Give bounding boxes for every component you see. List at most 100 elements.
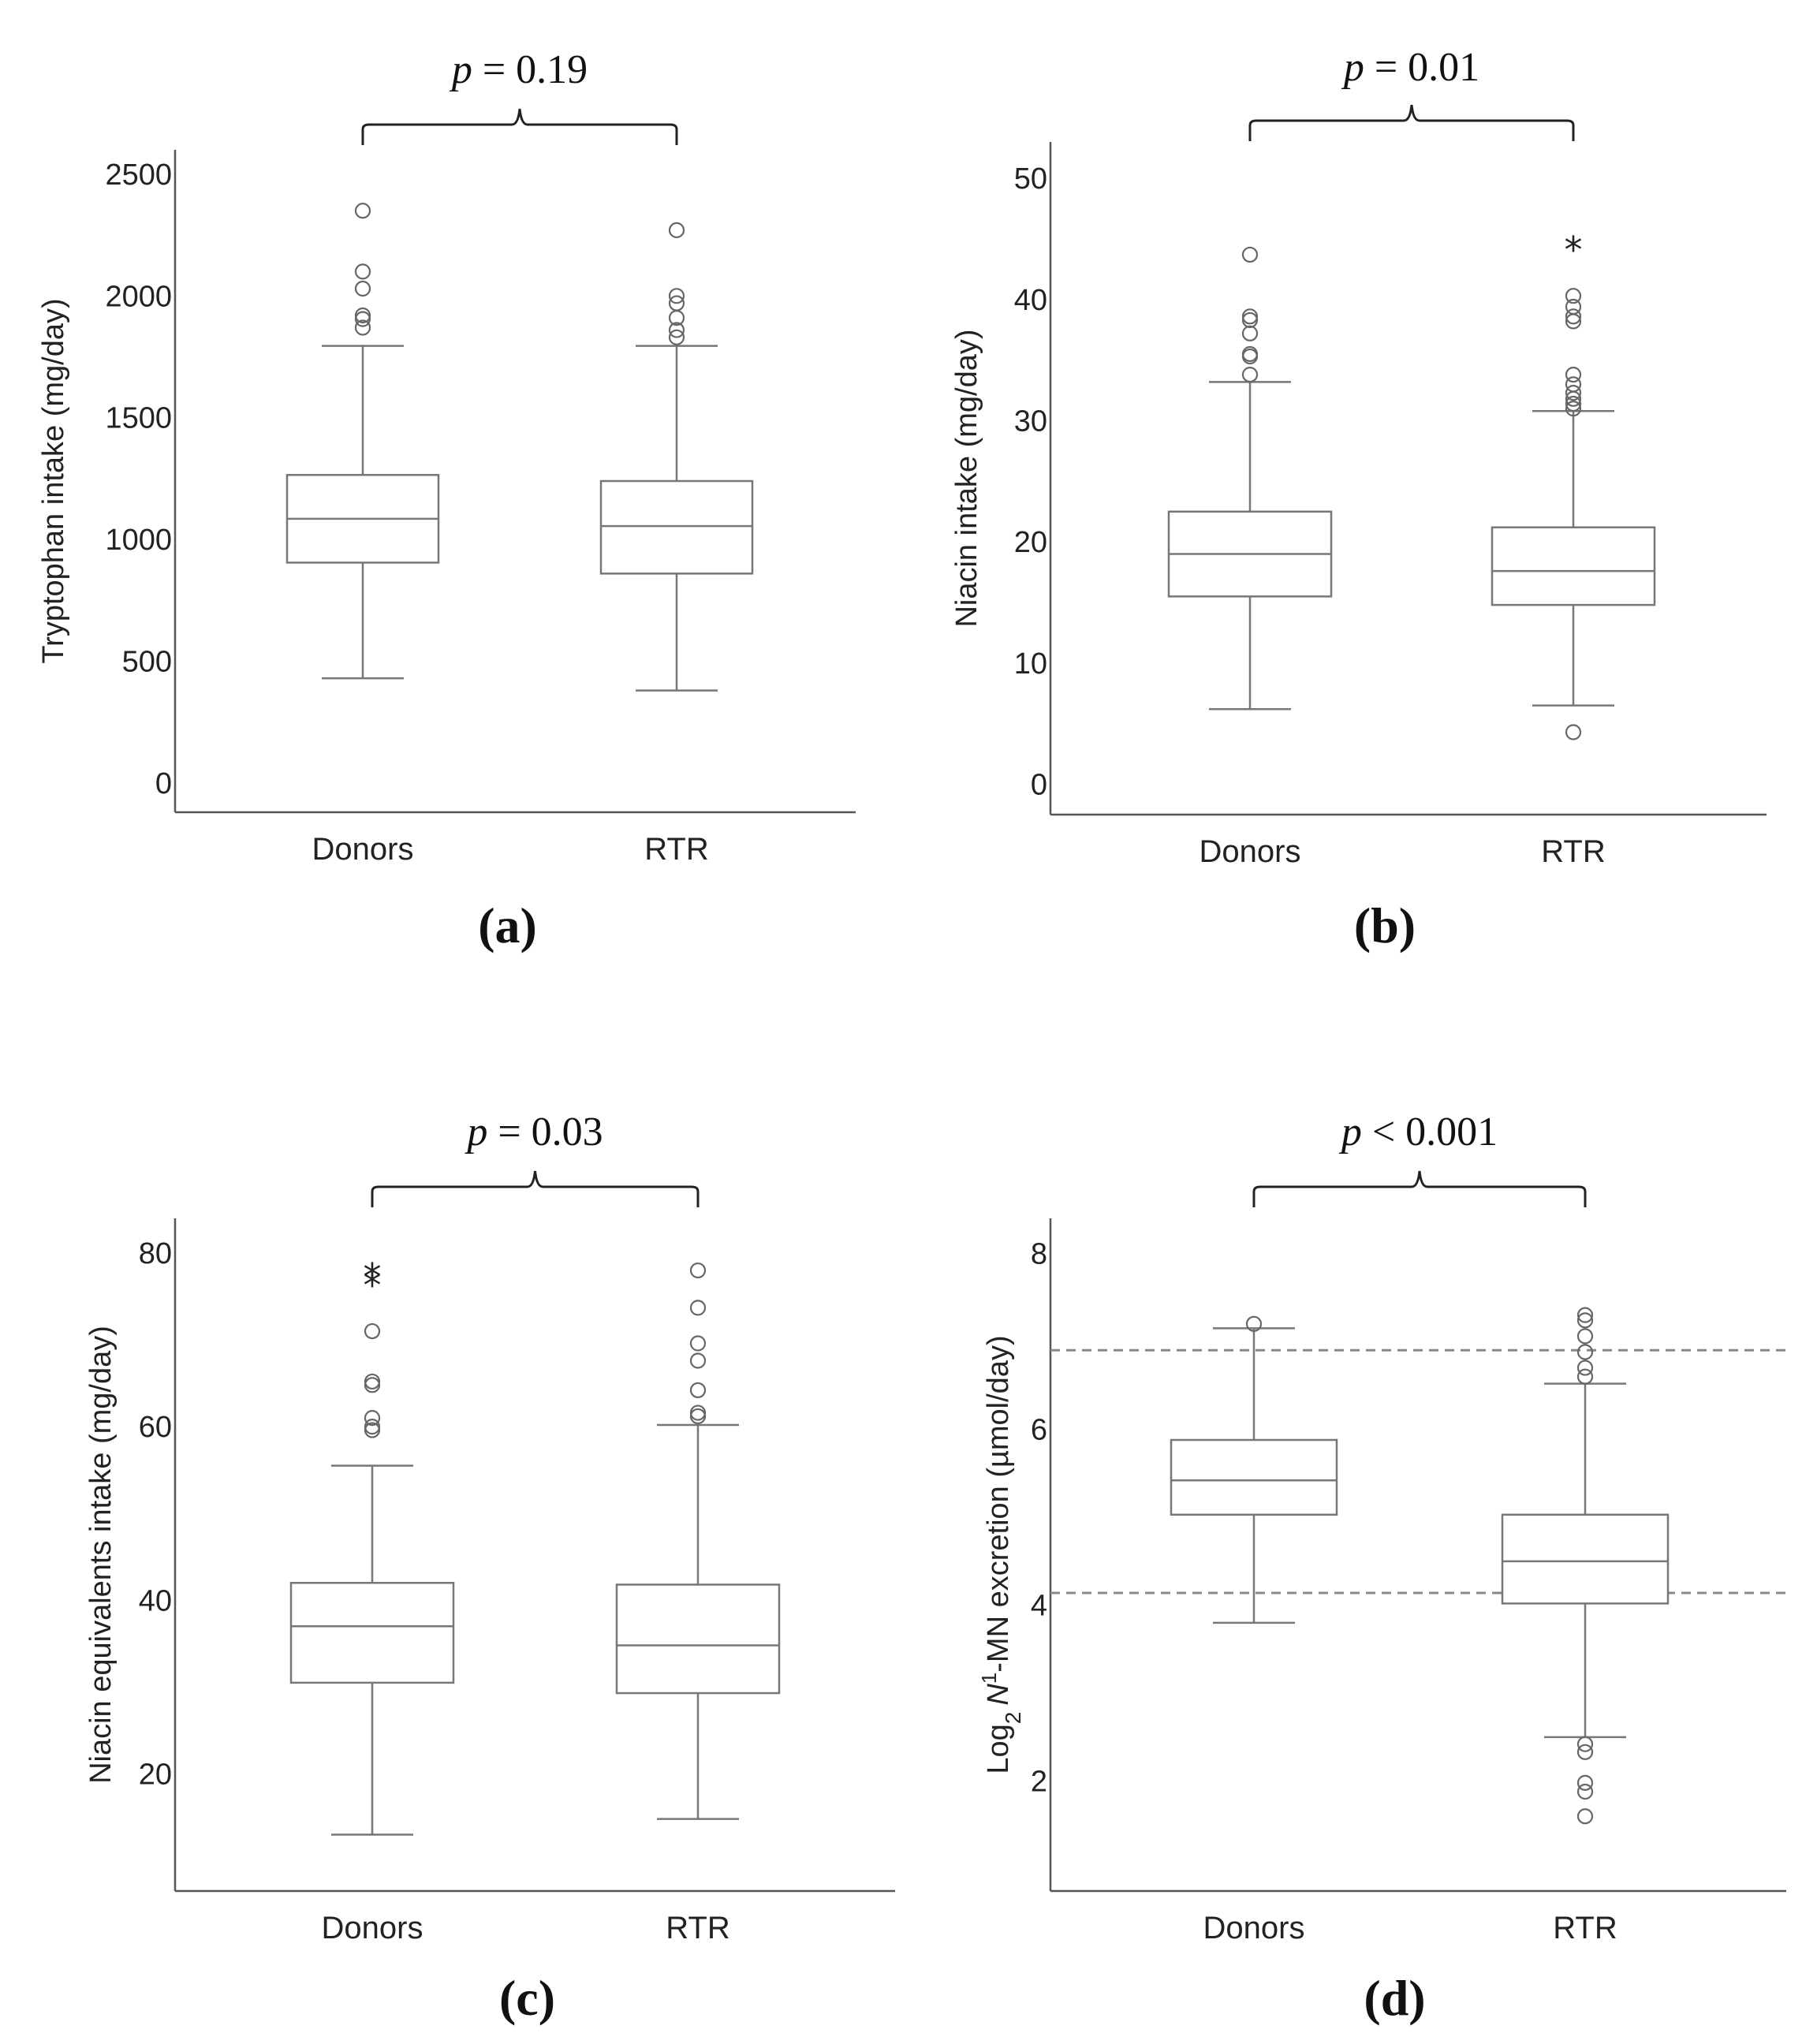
- outlier-point: [1576, 1312, 1594, 1329]
- comparison-brace: [371, 1170, 700, 1207]
- category-label: RTR: [666, 1911, 729, 1945]
- iqr-box: [1501, 1513, 1670, 1605]
- y-tick-label: 40: [139, 1584, 172, 1617]
- y-axis-label: Tryptophan intake (mg/day): [37, 298, 70, 663]
- p-value-label: p < 0.001: [1338, 1110, 1498, 1154]
- iqr-box: [1170, 1438, 1338, 1516]
- outlier-point: [1576, 1368, 1594, 1385]
- y-tick-label: 1000: [105, 524, 172, 557]
- panel-label: (a): [478, 897, 537, 953]
- y-tick-label: 8: [1031, 1238, 1047, 1271]
- outlier-point: [1241, 366, 1259, 383]
- box-group-rtr: [599, 222, 754, 692]
- box-group-rtr: [1501, 1307, 1670, 1825]
- outlier-point: [1241, 246, 1259, 263]
- y-tick-label: 50: [1014, 162, 1047, 196]
- outlier-point: [1565, 395, 1582, 412]
- y-tick-label: 1500: [105, 402, 172, 435]
- outlier-point: [1576, 1328, 1594, 1345]
- outlier-point: [1565, 376, 1582, 393]
- category-label: Donors: [1200, 834, 1301, 869]
- outlier-point: [354, 263, 371, 280]
- extreme-point: *: [364, 1264, 382, 1307]
- outlier-point: [354, 307, 371, 324]
- outlier-point: [689, 1352, 707, 1369]
- iqr-box: [615, 1583, 781, 1695]
- outlier-point: [1565, 366, 1582, 383]
- p-value-label: p = 0.03: [464, 1110, 603, 1154]
- y-tick-label: 20: [1014, 526, 1047, 559]
- panel-a: 0 500 1000 1500 2000 2500 Tryptophan intake (m…: [37, 47, 856, 953]
- y-tick-label: 0: [1031, 769, 1047, 802]
- outlier-point: [1565, 288, 1582, 304]
- y-tick-label: 2500: [105, 159, 172, 192]
- y-tick-label: 40: [1014, 284, 1047, 317]
- box-group-rtr: [615, 1262, 781, 1820]
- extreme-point: *: [1565, 229, 1583, 271]
- outlier-point: [668, 322, 685, 338]
- outlier-point: [1245, 1315, 1263, 1332]
- y-axis-label: Niacin intake (mg/day): [950, 329, 983, 627]
- outlier-point: [1576, 1808, 1594, 1825]
- outlier-point: [354, 319, 371, 336]
- comparison-brace: [361, 108, 678, 145]
- outlier-point: [364, 1322, 381, 1340]
- outlier-point: [364, 1373, 381, 1390]
- outlier-point: [689, 1335, 707, 1352]
- outlier-point: [364, 1377, 381, 1393]
- y-tick-label: 20: [139, 1758, 172, 1791]
- box-group-rtr: *: [1491, 229, 1656, 740]
- outlier-point: [354, 203, 371, 219]
- y-axis-label: Niacin equivalents intake (mg/day): [84, 1326, 118, 1784]
- extreme-point: *: [364, 1255, 382, 1298]
- category-label: Donors: [312, 832, 414, 867]
- y-tick-label: 10: [1014, 647, 1047, 681]
- panel-c: 20 40 60 80 Niacin equivalents intake (mg/da…: [84, 1110, 895, 2026]
- outlier-point: [1565, 724, 1582, 740]
- outlier-point: [668, 295, 685, 311]
- comparison-brace: [1252, 1170, 1587, 1207]
- y-tick-label: 6: [1031, 1414, 1047, 1447]
- outlier-point: [1576, 1783, 1594, 1800]
- box-group-donors: [285, 203, 440, 680]
- y-tick-label: 30: [1014, 405, 1047, 438]
- outlier-point: [1565, 298, 1582, 315]
- outlier-point: [1576, 1344, 1594, 1360]
- iqr-box: [289, 1582, 455, 1684]
- y-tick-label: 2: [1031, 1766, 1047, 1799]
- outlier-point: [354, 311, 371, 327]
- box-group-donors: [1170, 1315, 1338, 1624]
- outlier-point: [1565, 401, 1582, 417]
- y-axis-label: Log2N1-MN excretion (µmol/day): [977, 1335, 1025, 1774]
- panel-d: 2 4 6 8 Log2N1-MN excretion (µmol/day) Donors…: [977, 1110, 1786, 2026]
- y-tick-label: 80: [139, 1237, 172, 1270]
- iqr-box: [599, 479, 754, 575]
- category-label: RTR: [1541, 834, 1605, 869]
- outlier-point: [364, 1419, 381, 1435]
- box-group-donors: [1167, 246, 1333, 711]
- box-group-donors: **: [289, 1255, 455, 1836]
- panel-label: (d): [1364, 1970, 1425, 2026]
- outlier-point: [689, 1300, 707, 1316]
- category-label: RTR: [1553, 1911, 1617, 1945]
- outlier-point: [1241, 308, 1259, 325]
- outlier-point: [1576, 1360, 1594, 1376]
- outlier-point: [1565, 308, 1582, 325]
- outlier-point: [689, 1262, 707, 1279]
- panel-label: (c): [499, 1970, 555, 2026]
- panel-label: (b): [1354, 897, 1416, 953]
- category-label: RTR: [644, 832, 708, 867]
- y-tick-label: 4: [1031, 1590, 1047, 1623]
- comparison-brace: [1248, 104, 1575, 141]
- p-value-label: p = 0.19: [449, 47, 588, 92]
- outlier-point: [364, 1410, 381, 1427]
- outlier-point: [668, 329, 685, 345]
- outlier-point: [1576, 1744, 1594, 1760]
- outlier-point: [1241, 311, 1259, 329]
- y-tick-label: 2000: [105, 280, 172, 313]
- outlier-point: [689, 1404, 707, 1421]
- outlier-point: [668, 222, 685, 239]
- outlier-point: [1576, 1736, 1594, 1752]
- y-tick-label: 500: [122, 646, 172, 679]
